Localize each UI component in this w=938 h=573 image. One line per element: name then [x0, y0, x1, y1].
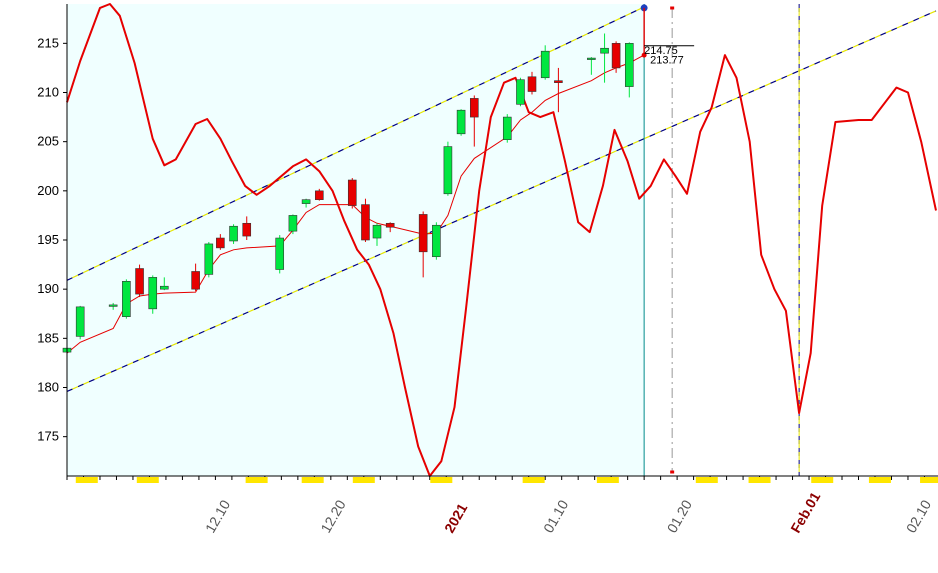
y-tick-label: 195 [37, 232, 59, 247]
candle-up [75, 306, 85, 337]
y-tick-label: 185 [37, 330, 59, 345]
candle-up [204, 243, 214, 275]
candle-down [135, 268, 144, 295]
highlight-block [352, 477, 375, 483]
highlight-block [695, 477, 718, 483]
candle-up [624, 43, 634, 87]
candle-up [372, 224, 382, 239]
candle-down [527, 76, 537, 92]
candle-up [502, 116, 512, 141]
x-tick-label: 02.10 [903, 497, 934, 536]
x-tick-label: Feb.01 [787, 489, 823, 536]
price-label-upper: 214.75 [644, 45, 678, 57]
candle-up [540, 50, 550, 79]
x-tick-label: 12.20 [317, 497, 348, 536]
candle-up [275, 237, 285, 270]
shaded-history-region [67, 4, 645, 476]
candle-down [242, 222, 252, 237]
highlight-blocks [75, 477, 938, 483]
highlight-block [596, 477, 619, 483]
candle-up [229, 225, 238, 242]
candle-down [611, 43, 621, 69]
candle-up [432, 224, 441, 258]
candle-up [600, 47, 609, 54]
x-tick-label: 01.10 [540, 497, 571, 536]
x-axis-ticks: 12.10 12.20 2021 01.10 01.20 Feb.01 02.10 [66, 476, 934, 536]
oscillator-line [66, 3, 937, 477]
vertical-markers [643, 4, 800, 476]
candle-down [216, 237, 225, 249]
y-tick-label: 175 [37, 429, 59, 444]
y-tick-label: 190 [37, 281, 59, 296]
candle-down [554, 80, 563, 83]
highlight-block [136, 477, 159, 483]
candle-down [418, 214, 428, 253]
highlight-block [522, 477, 545, 483]
candle-up [456, 109, 466, 135]
candle-up [587, 57, 596, 60]
y-tick-label: 215 [37, 35, 59, 50]
highlight-block [868, 477, 891, 483]
x-tick-label: 01.20 [664, 497, 695, 536]
candle-up [443, 146, 453, 195]
highlight-block [920, 477, 938, 483]
candle-down [191, 271, 200, 290]
candle-up [148, 277, 158, 310]
highlight-block [75, 477, 98, 483]
candle-down [361, 204, 370, 241]
candle-up [108, 304, 118, 307]
y-tick-label: 180 [37, 380, 59, 395]
y-axis-ticks: 175 180 185 190 195 200 205 210 215 [37, 35, 67, 444]
highlight-block [301, 477, 324, 483]
candle-up [122, 280, 131, 317]
candle-down [469, 98, 479, 118]
oscillator-series [66, 3, 937, 477]
highlight-block [245, 477, 268, 483]
x-tick-label: 12.10 [202, 497, 233, 536]
highlight-block [811, 477, 834, 483]
price-label-lower: 213.77 [650, 54, 684, 66]
candles [62, 4, 648, 358]
candle-down [347, 179, 357, 206]
highlight-block [748, 477, 771, 483]
y-tick-label: 210 [37, 85, 59, 100]
y-tick-label: 205 [37, 134, 59, 149]
candle-up [516, 79, 525, 105]
candle-down [385, 222, 395, 228]
channel-line-2-dark [66, 10, 937, 392]
channel-line-1-yellow [66, 6, 645, 281]
channel-line-2-yellow [66, 10, 937, 392]
candle-up [301, 199, 311, 204]
candle-down [314, 190, 324, 200]
candle-up [288, 215, 298, 232]
highlight-block [430, 477, 453, 483]
y-tick-label: 200 [37, 183, 59, 198]
candle-up [159, 285, 169, 290]
x-tick-label: 2021 [441, 500, 471, 535]
